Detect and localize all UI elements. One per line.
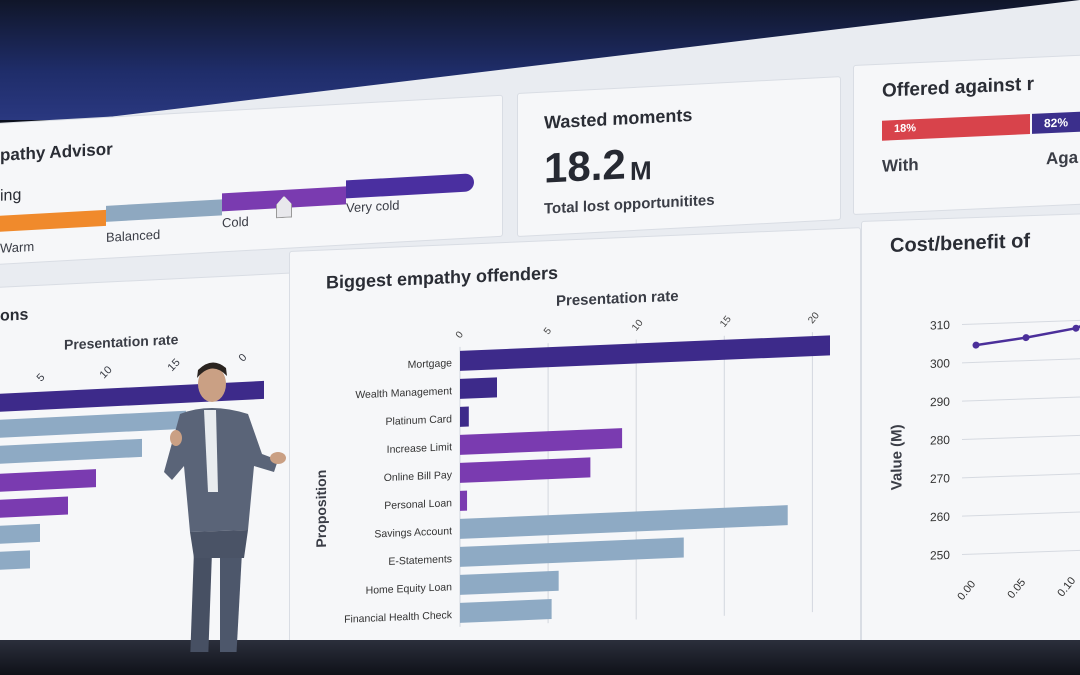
offenders-bar [460, 537, 684, 567]
cost-gridline [962, 319, 1080, 326]
cost-series-line [975, 310, 1080, 347]
left-bar-7 [0, 550, 30, 570]
offenders-bar [460, 377, 497, 399]
offenders-card: Biggest empathy offenders Presentation r… [290, 228, 860, 672]
wasted-moments-value: 18.2 [544, 140, 626, 192]
offenders-category-label: Platinum Card [385, 413, 452, 428]
cost-point [1072, 324, 1080, 332]
empathy-advisor-card: pathy Advisor ing Warm Balanced Cold Ver… [0, 95, 502, 264]
offenders-bar [460, 599, 552, 623]
cost-y-tick-label: 290 [930, 395, 950, 410]
cost-y-tick-label: 300 [930, 356, 950, 371]
left-bar-5 [0, 496, 68, 518]
offenders-tick-label: 15 [718, 314, 734, 330]
left-tick-5: 5 [34, 371, 48, 385]
cost-gridline [962, 357, 1080, 364]
with-label: With [882, 155, 919, 176]
offenders-category-label: Mortgage [408, 357, 452, 371]
wasted-moments-card: Wasted moments 18.2 M Total lost opportu… [518, 77, 840, 236]
against-pct: 82% [1044, 115, 1069, 131]
left-chart-axis-title: Presentation rate [64, 331, 179, 353]
left-bar-4 [0, 469, 96, 492]
presenter-figure [164, 362, 286, 652]
cost-x-tick-label: 0.10 [1055, 575, 1078, 599]
wasted-moments-caption: Total lost opportunitites [544, 191, 715, 218]
scale-label-cold: Cold [222, 213, 249, 231]
cost-y-tick-label: 280 [930, 433, 950, 448]
offered-title: Offered against r [882, 73, 1035, 102]
offered-card: Offered against r 18% 82% With Aga [854, 55, 1080, 214]
offenders-tick-label: 0 [454, 329, 466, 340]
offenders-bar [460, 428, 623, 455]
offenders-category-label: Increase Limit [387, 441, 452, 456]
cost-x-tick-label: 0.05 [1005, 577, 1028, 601]
offenders-category-label: Home Equity Loan [366, 581, 453, 597]
cost-gridline [962, 549, 1080, 556]
scale-label-balanced: Balanced [106, 226, 161, 245]
empathy-advisor-title: pathy Advisor [0, 139, 113, 165]
cost-point [1022, 334, 1030, 342]
cost-gridline [962, 472, 1080, 479]
offenders-category-label: Financial Health Check [344, 609, 453, 626]
cost-gridline [962, 434, 1080, 441]
offenders-category-label: Savings Account [374, 525, 452, 540]
offenders-bar [460, 335, 830, 371]
offenders-bar-chart: 0 5 10 15 20 Mortgage Wealth Management Platinu… [344, 310, 830, 627]
cost-benefit-card: Cost/benefit of Value (M) 310 300 290 280 27… [862, 213, 1080, 672]
offenders-bar [460, 505, 788, 539]
offenders-category-label: Personal Loan [384, 497, 452, 512]
rating-label: ing [0, 186, 22, 205]
wasted-moments-unit: M [630, 154, 652, 187]
left-chart-title: ons [0, 306, 29, 325]
offenders-bar [460, 406, 469, 427]
cost-y-tick-label: 270 [930, 471, 950, 486]
cost-y-tick-label: 250 [930, 548, 950, 563]
cost-benefit-line-chart: 310 300 290 280 270 260 250 0.00 0.05 0.10 [930, 310, 1080, 603]
left-bar-3 [0, 438, 142, 464]
scale-very-cold [346, 173, 474, 199]
offenders-bar [460, 570, 559, 595]
offenders-category-label: E-Statements [388, 553, 452, 568]
offenders-category-label: Wealth Management [355, 385, 452, 401]
offenders-tick-label: 10 [630, 317, 646, 333]
cost-x-tick-label: 0.00 [955, 578, 978, 602]
offenders-bar [460, 457, 591, 483]
offenders-tick-label: 20 [806, 310, 822, 326]
offenders-bar [460, 490, 468, 511]
scale-balanced [106, 199, 222, 222]
scale-warm [0, 209, 106, 232]
cost-gridline [962, 510, 1080, 517]
with-pct: 18% [894, 122, 917, 136]
cost-y-tick-label: 310 [930, 318, 950, 333]
left-tick-10: 10 [97, 364, 115, 382]
wasted-moments-title: Wasted moments [544, 104, 693, 133]
scale-label-very-cold: Very cold [346, 197, 400, 216]
left-bar-6 [0, 523, 40, 544]
cost-point [972, 341, 980, 349]
against-label: Aga [1046, 147, 1079, 169]
cost-y-tick-label: 260 [930, 510, 950, 525]
scale-label-warm: Warm [0, 238, 35, 256]
offenders-tick-label: 5 [542, 326, 554, 337]
offenders-category-label: Online Bill Pay [384, 469, 453, 484]
cost-gridline [962, 395, 1080, 402]
stage-floor [0, 640, 1080, 675]
